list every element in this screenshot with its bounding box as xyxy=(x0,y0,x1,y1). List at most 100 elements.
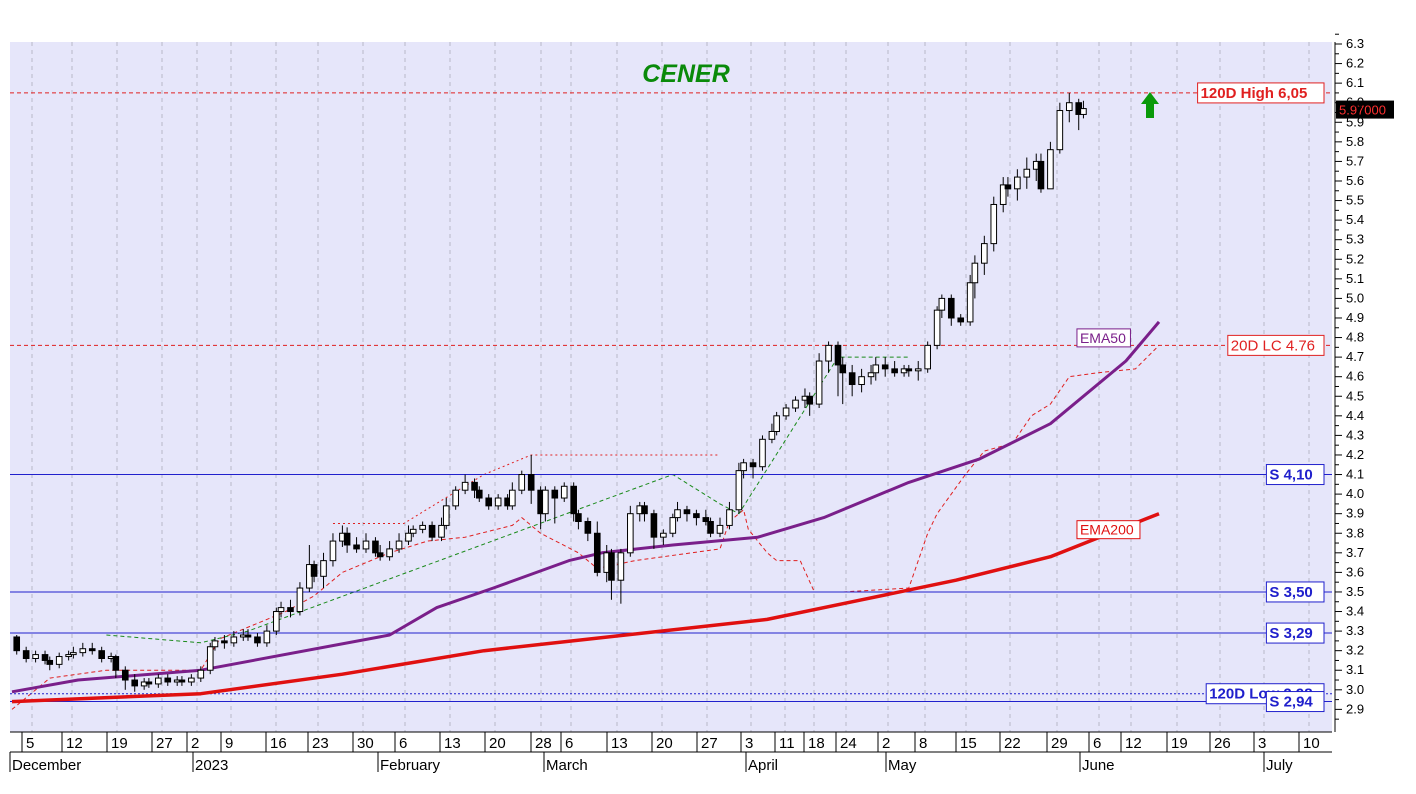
x-tick-label: 23 xyxy=(312,735,329,752)
candle-body xyxy=(584,521,592,534)
candle-body xyxy=(938,297,946,311)
candle-body xyxy=(872,364,880,374)
candle-body xyxy=(806,395,813,405)
ema-label: EMA200 xyxy=(1080,522,1134,538)
candle-body xyxy=(329,540,337,562)
x-tick-label: 22 xyxy=(1004,735,1021,752)
candle-body xyxy=(707,521,714,534)
candle-body xyxy=(1047,149,1054,190)
candle-body xyxy=(405,532,412,542)
last-price-box xyxy=(1336,100,1394,119)
candle-body xyxy=(683,509,691,515)
candle-body xyxy=(197,669,205,679)
candle-body xyxy=(13,636,21,652)
y-tick-label: 3.9 xyxy=(1346,506,1364,521)
candle-body xyxy=(834,344,842,366)
candle-body xyxy=(527,474,535,491)
candle-body xyxy=(905,368,913,372)
y-tick-label: 4.6 xyxy=(1346,369,1364,384)
candle-body xyxy=(1080,108,1087,115)
candle-body xyxy=(32,654,39,659)
y-tick-label: 5.3 xyxy=(1346,232,1364,247)
y-tick-label: 4.1 xyxy=(1346,467,1364,482)
level-label: 20D LC 4.76 xyxy=(1231,337,1315,354)
candle-body xyxy=(244,634,252,638)
x-tick-label: 12 xyxy=(66,735,83,752)
candle-body xyxy=(768,430,776,440)
x-tick-label: 28 xyxy=(535,735,552,752)
candle-body xyxy=(825,344,832,362)
candle-body xyxy=(353,544,360,550)
candle-body xyxy=(867,372,875,378)
candle-body xyxy=(924,344,931,370)
candle-body xyxy=(277,607,285,613)
x-tick-label: 10 xyxy=(1303,735,1320,752)
x-tick-label: 11 xyxy=(779,735,795,752)
y-tick-label: 4.4 xyxy=(1346,408,1364,423)
candle-body xyxy=(438,524,445,538)
candle-body xyxy=(1004,184,1012,190)
candle-body xyxy=(22,650,30,659)
up-arrow-icon xyxy=(1141,92,1159,118)
y-tick-label: 5.9 xyxy=(1346,114,1364,129)
candle-body xyxy=(674,509,681,519)
month-label: April xyxy=(748,757,778,774)
candle-body xyxy=(957,317,965,323)
candle-body xyxy=(395,540,403,550)
candle-body xyxy=(999,184,1007,205)
candle-body xyxy=(1023,168,1031,178)
month-label: 2023 xyxy=(195,757,228,774)
y-tick-label: 5.5 xyxy=(1346,193,1364,208)
candle-body xyxy=(740,462,747,472)
x-tick-label: 6 xyxy=(399,735,407,752)
x-tick-label: 29 xyxy=(1051,735,1068,752)
x-tick-label: 3 xyxy=(1258,735,1266,752)
candle-body xyxy=(518,474,526,491)
level-label-box xyxy=(1265,464,1325,486)
candle-body xyxy=(650,513,658,538)
candle-body xyxy=(560,485,568,499)
level-label: S 3,50 xyxy=(1269,584,1312,601)
ema-line xyxy=(11,512,1160,704)
candle-body xyxy=(792,399,799,409)
candle-body xyxy=(551,489,559,499)
y-tick-label: 4.2 xyxy=(1346,447,1364,462)
candle-body xyxy=(98,650,105,659)
candle-body xyxy=(287,607,294,613)
candle-body xyxy=(376,552,384,558)
y-tick-label: 5.8 xyxy=(1346,134,1364,149)
candle-body xyxy=(509,489,516,507)
candle-body xyxy=(660,532,667,538)
level-label: S 3,29 xyxy=(1269,625,1312,642)
y-tick-label: 2.9 xyxy=(1346,701,1364,716)
candle-body xyxy=(428,524,436,538)
y-tick-label: 3.3 xyxy=(1346,623,1364,638)
candle-body xyxy=(475,489,483,499)
candle-body xyxy=(891,368,898,374)
y-tick-label: 3.8 xyxy=(1346,525,1364,540)
candle-body xyxy=(178,679,186,683)
y-tick-label: 4.0 xyxy=(1346,486,1364,501)
x-tick-label: 3 xyxy=(745,735,753,752)
candle-body xyxy=(693,513,700,519)
month-label: June xyxy=(1082,757,1115,774)
candle-body xyxy=(145,681,153,685)
candle-body xyxy=(839,364,847,374)
candle-body xyxy=(70,652,77,656)
candle-body xyxy=(570,485,577,515)
x-tick-label: 26 xyxy=(1214,735,1231,752)
x-tick-label: 19 xyxy=(111,735,128,752)
x-tick-label: 30 xyxy=(357,735,374,752)
candle-body xyxy=(1014,176,1021,190)
y-tick-label: 3.7 xyxy=(1346,545,1364,560)
x-tick-label: 24 xyxy=(840,735,857,752)
candle-body xyxy=(230,636,238,644)
y-tick-label: 6.0 xyxy=(1346,95,1364,110)
candle-body xyxy=(273,611,280,632)
level-label-box xyxy=(1227,334,1325,356)
level-label-box xyxy=(1197,82,1325,104)
x-tick-label: 2 xyxy=(882,735,890,752)
x-tick-label: 20 xyxy=(656,735,673,752)
candle-body xyxy=(263,630,271,644)
